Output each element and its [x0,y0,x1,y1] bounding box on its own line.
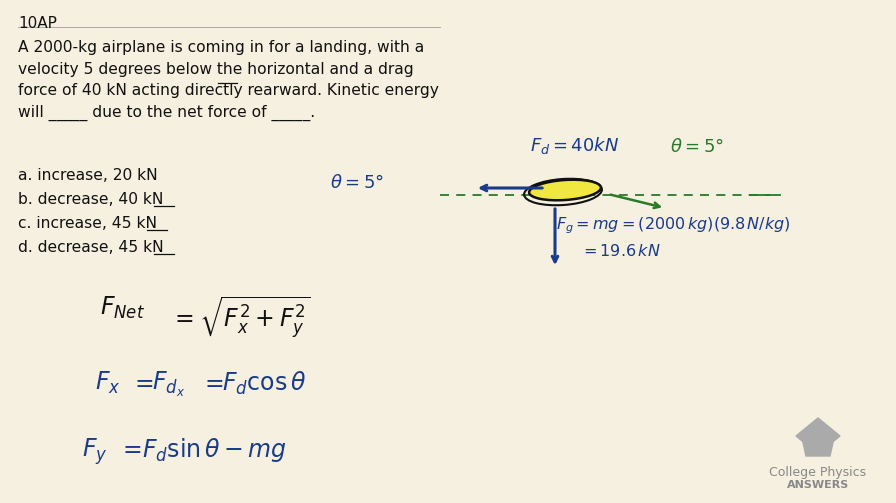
Text: $F_x$: $F_x$ [95,370,120,396]
Text: a. increase, 20 kN: a. increase, 20 kN [18,168,158,183]
Text: d. decrease, 45 kN: d. decrease, 45 kN [18,240,164,255]
Text: A 2000-kg airplane is coming in for a landing, with a
velocity 5 degrees below t: A 2000-kg airplane is coming in for a la… [18,40,439,121]
Text: $F_{Net}$: $F_{Net}$ [100,295,145,321]
Text: $= 19.6\,kN$: $= 19.6\,kN$ [580,243,660,259]
Ellipse shape [529,180,601,200]
Text: $F_d \cos\theta$: $F_d \cos\theta$ [222,370,306,397]
Text: $F_d \sin\theta - mg$: $F_d \sin\theta - mg$ [142,436,287,464]
Polygon shape [802,438,834,456]
Text: $=$: $=$ [200,370,224,394]
Polygon shape [796,418,840,454]
Text: College Physics: College Physics [770,466,866,479]
Text: $\theta = 5°$: $\theta = 5°$ [670,138,724,156]
Text: $F_{d_x}$: $F_{d_x}$ [152,370,185,399]
Text: $F_g = mg = (2000\,kg)(9.8\,N/kg)$: $F_g = mg = (2000\,kg)(9.8\,N/kg)$ [556,215,790,235]
Text: $=$: $=$ [118,436,142,460]
Text: $\theta = 5°$: $\theta = 5°$ [330,174,383,192]
Text: ANSWERS: ANSWERS [787,480,849,490]
Text: $= \sqrt{F_x^{2} + F_y^{2}}$: $= \sqrt{F_x^{2} + F_y^{2}}$ [170,295,311,342]
Text: $F_d = 40kN$: $F_d = 40kN$ [530,135,619,156]
Text: $=$: $=$ [130,370,154,394]
Text: c. increase, 45 kN: c. increase, 45 kN [18,216,157,231]
Text: $F_y$: $F_y$ [82,436,108,467]
Text: b. decrease, 40 kN: b. decrease, 40 kN [18,192,163,207]
Text: 10AP: 10AP [18,16,56,31]
